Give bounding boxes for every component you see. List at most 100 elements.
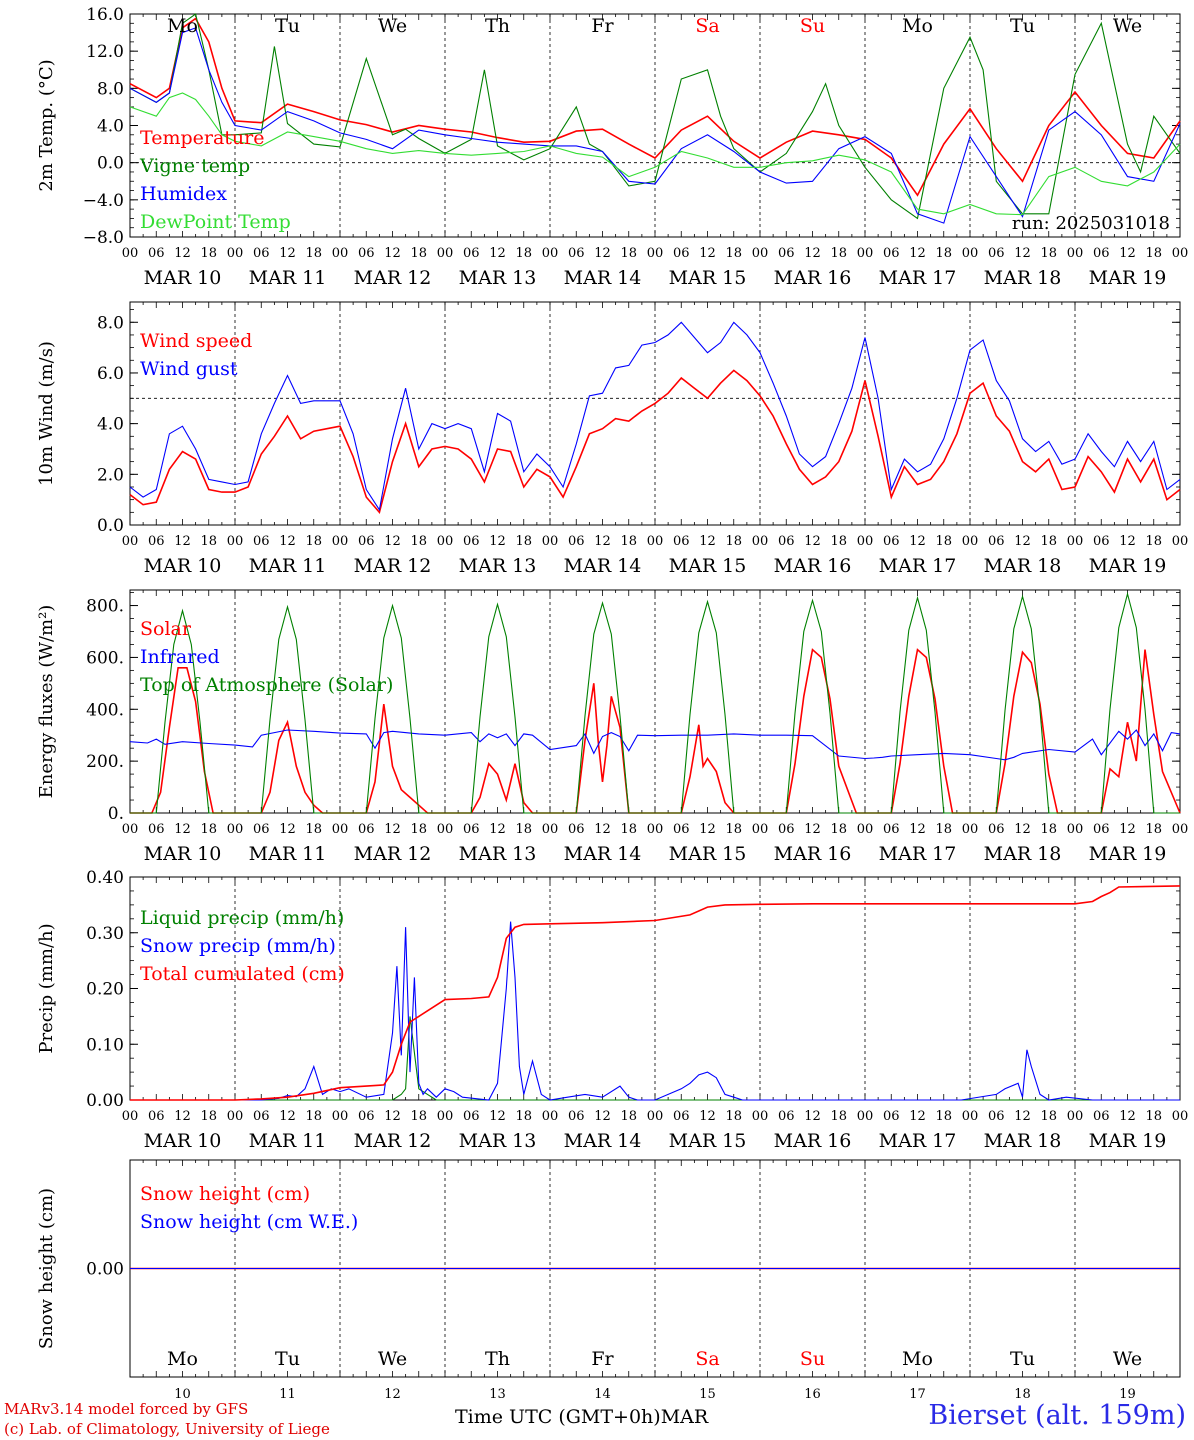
hour-tick-label: 12: [489, 246, 506, 261]
hour-tick-label: 18: [1145, 246, 1162, 261]
weekday-label: Tu: [275, 15, 300, 37]
hour-tick-label: 06: [1093, 1109, 1110, 1124]
y-tick-label: 16.0: [86, 5, 124, 25]
hour-tick-label: 06: [253, 822, 270, 837]
date-label: MAR 13: [459, 1130, 537, 1152]
date-label: MAR 15: [669, 1130, 747, 1152]
hour-tick-label: 18: [725, 246, 742, 261]
legend-entry: Wind speed: [140, 330, 252, 352]
hour-tick-label: 06: [673, 822, 690, 837]
hour-tick-label: 00: [332, 822, 349, 837]
hour-tick-label: 00: [542, 246, 559, 261]
date-label: MAR 13: [459, 843, 537, 865]
hour-tick-label: 18: [305, 822, 322, 837]
y-axis-label: Energy fluxes (W/m²): [36, 605, 57, 799]
hour-tick-label: 12: [1014, 1109, 1031, 1124]
hour-tick-label: 18: [830, 822, 847, 837]
day-number-label: 15: [699, 1387, 716, 1402]
weekday-label: Tu: [275, 1348, 300, 1370]
hour-tick-label: 00: [857, 246, 874, 261]
hour-tick-label: 00: [437, 534, 454, 549]
date-label: MAR 16: [774, 555, 852, 577]
y-tick-label: 0.30: [86, 924, 124, 944]
panel-3: 0. 200. 400. 600. 800. Energy fluxes (W/m²) So…: [36, 589, 1188, 865]
y-tick-label: 12.0: [86, 42, 124, 62]
hour-tick-label: 12: [384, 534, 401, 549]
hour-tick-label: 18: [410, 1109, 427, 1124]
hour-tick-label: 18: [410, 822, 427, 837]
hour-tick-label: 00: [647, 822, 664, 837]
legend-entry: Snow height (cm W.E.): [140, 1211, 358, 1233]
hour-tick-label: 06: [463, 534, 480, 549]
day-number-label: 12: [384, 1387, 401, 1402]
hour-tick-label: 18: [200, 822, 217, 837]
date-label: MAR 11: [249, 267, 327, 289]
legend-entry: Solar: [140, 618, 192, 640]
hour-tick-label: 12: [804, 822, 821, 837]
hour-tick-label: 00: [752, 534, 769, 549]
date-label: MAR 14: [564, 555, 642, 577]
hour-tick-label: 12: [909, 1109, 926, 1124]
y-tick-label: 8.0: [97, 79, 124, 99]
hour-tick-label: 00: [647, 1109, 664, 1124]
hour-tick-label: 00: [962, 822, 979, 837]
hour-tick-label: 06: [148, 1109, 165, 1124]
time-axis-label: Time UTC (GMT+0h)MAR: [455, 1406, 708, 1428]
hour-tick-label: 00: [857, 1109, 874, 1124]
hour-tick-label: 12: [489, 1109, 506, 1124]
weekday-label: Mo: [902, 1348, 933, 1370]
day-number-label: 18: [1014, 1387, 1031, 1402]
date-label: MAR 19: [1089, 1130, 1167, 1152]
hour-tick-label: 18: [200, 1109, 217, 1124]
hour-tick-label: 00: [752, 246, 769, 261]
run-annotation: run: 2025031018: [1012, 213, 1170, 234]
date-label: MAR 11: [249, 555, 327, 577]
hour-tick-label: 18: [1145, 822, 1162, 837]
panel-4: 0.00 0.10 0.20 0.30 0.40 Precip (mm/h) Liquid …: [36, 868, 1188, 1152]
hour-tick-label: 12: [594, 246, 611, 261]
station-name: Bierset (alt. 159m): [928, 1400, 1186, 1431]
date-label: MAR 11: [249, 843, 327, 865]
series-line-top-of-atmosphere-solar: [130, 591, 1180, 814]
hour-tick-label: 00: [122, 246, 139, 261]
hour-tick-label: 06: [673, 534, 690, 549]
legend-entry: Snow height (cm): [140, 1183, 310, 1205]
hour-tick-label: 00: [752, 1109, 769, 1124]
y-tick-label: 0.20: [86, 980, 124, 1000]
hour-tick-label: 00: [332, 534, 349, 549]
weekday-label: Mo: [167, 1348, 198, 1370]
hour-tick-label: 12: [804, 246, 821, 261]
y-tick-label: 0.00: [86, 1091, 124, 1111]
panel-2: 0.0 2.0 4.0 6.0 8.0 10m Wind (m/s) Wind speed W…: [36, 301, 1188, 577]
date-label: MAR 16: [774, 1130, 852, 1152]
date-label: MAR 10: [144, 267, 222, 289]
hour-tick-label: 18: [410, 246, 427, 261]
day-number-label: 19: [1119, 1387, 1136, 1402]
date-label: MAR 19: [1089, 267, 1167, 289]
hour-tick-label: 18: [200, 534, 217, 549]
hour-tick-label: 06: [568, 1109, 585, 1124]
hour-tick-label: 18: [200, 246, 217, 261]
y-axis-label: Precip (mm/h): [36, 923, 57, 1053]
y-tick-label: −8.0: [83, 228, 124, 248]
hour-tick-label: 18: [1040, 822, 1057, 837]
hour-tick-label: 18: [935, 246, 952, 261]
hour-tick-label: 06: [778, 1109, 795, 1124]
hour-tick-label: 18: [305, 1109, 322, 1124]
legend-entry: Infrared: [140, 646, 220, 668]
hour-tick-label: 12: [174, 1109, 191, 1124]
date-label: MAR 19: [1089, 555, 1167, 577]
date-label: MAR 16: [774, 843, 852, 865]
y-tick-label: 800.: [86, 597, 124, 617]
series-line-vigne-temp: [129, 13, 1181, 220]
hour-tick-label: 12: [594, 534, 611, 549]
date-label: MAR 10: [144, 555, 222, 577]
hour-tick-label: 06: [1093, 534, 1110, 549]
y-tick-label: 2.0: [97, 465, 124, 485]
hour-tick-label: 12: [699, 534, 716, 549]
hour-tick-label: 06: [148, 246, 165, 261]
weekday-label: Tu: [1010, 15, 1035, 37]
date-label: MAR 15: [669, 843, 747, 865]
y-tick-label: −4.0: [83, 191, 124, 211]
hour-tick-label: 12: [699, 822, 716, 837]
